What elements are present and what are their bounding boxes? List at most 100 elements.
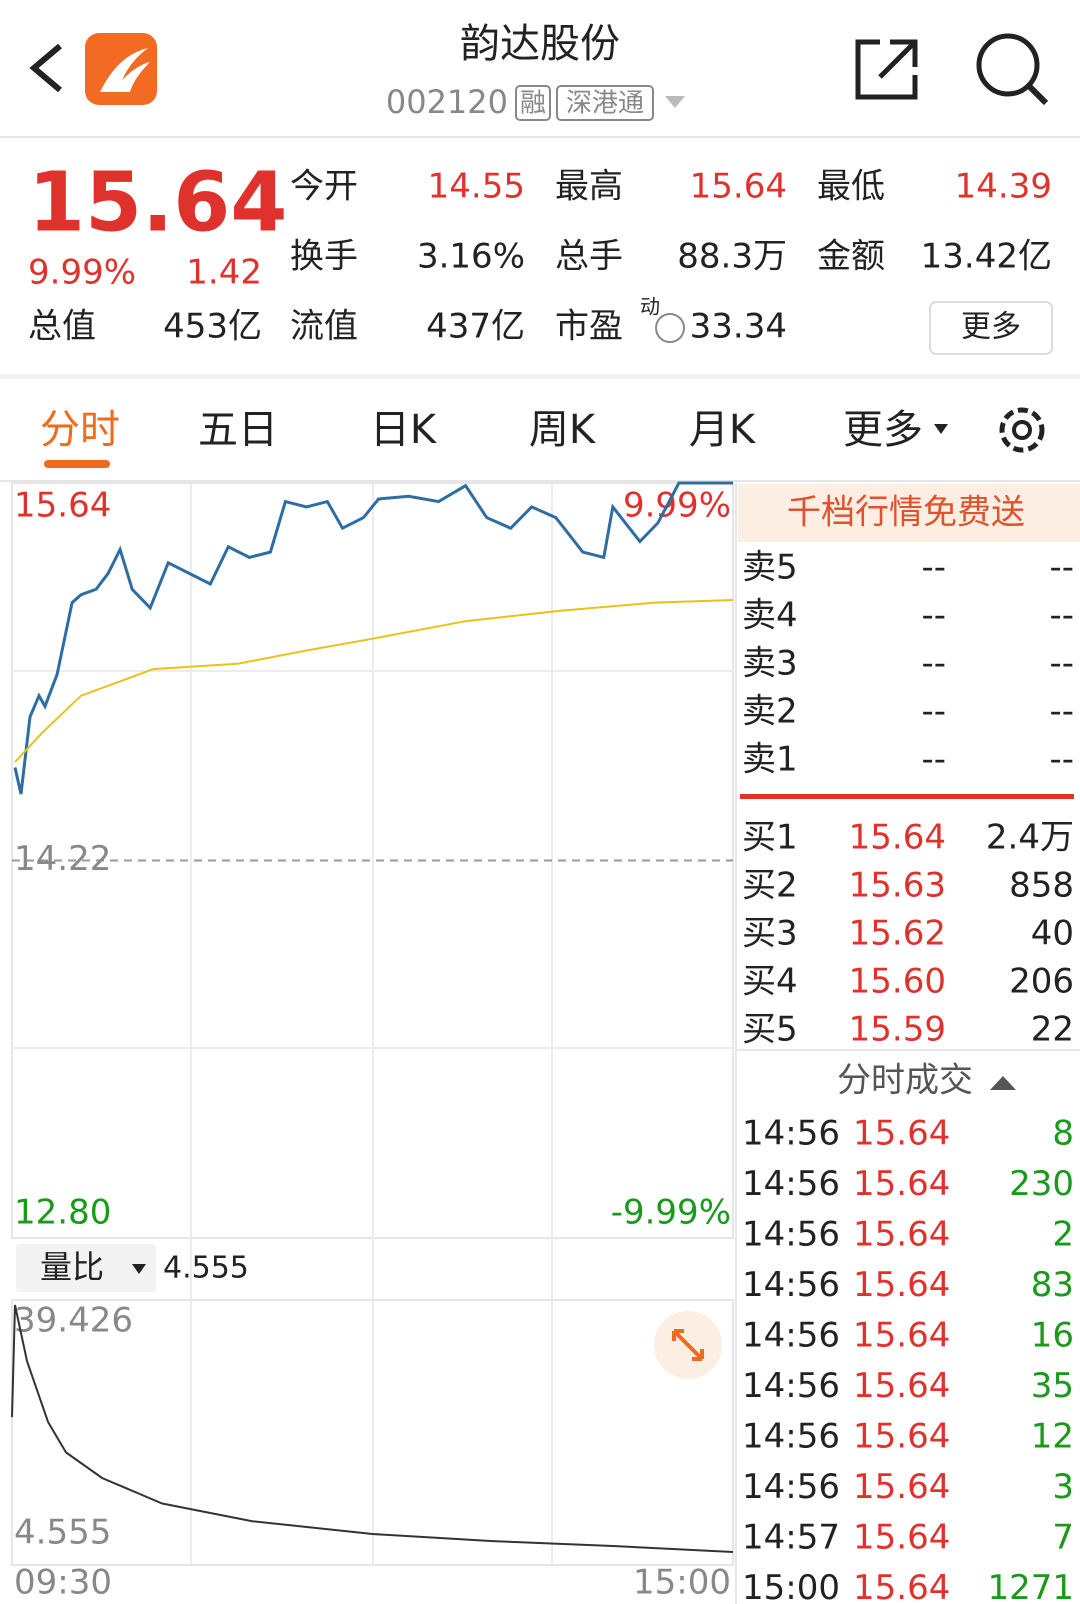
tab[interactable]: 更多	[843, 407, 923, 453]
badge-box	[515, 85, 551, 121]
settings-button[interactable]	[999, 407, 1045, 453]
share-button[interactable]	[855, 39, 918, 100]
series-line	[11, 1304, 734, 1553]
bid-label: 买4	[742, 962, 798, 1002]
bid-volume: 40	[1031, 914, 1074, 954]
x-tick-label: 15:00	[633, 1563, 731, 1603]
field-label: 金额	[817, 237, 885, 277]
trade-time: 14:56	[742, 1316, 840, 1356]
trade-price: 15.64	[853, 1568, 950, 1604]
bid-volume: 2.4万	[986, 818, 1074, 858]
trades-title[interactable]: 分时成交	[837, 1061, 973, 1101]
ask-label: 卖1	[742, 740, 798, 780]
promo-banner[interactable]	[738, 484, 1080, 542]
ask-price: --	[921, 692, 946, 732]
book-split	[740, 794, 1074, 799]
ask-volume: --	[1049, 596, 1074, 636]
tab-arrow	[934, 424, 948, 434]
bid-price: 15.60	[849, 962, 946, 1002]
trade-time: 14:56	[742, 1467, 840, 1507]
bid-price: 15.64	[849, 818, 946, 858]
more-label: 更多	[961, 310, 1021, 345]
ask-price: --	[921, 596, 946, 636]
field-label: 总值	[28, 307, 96, 347]
field-sup: 动	[640, 295, 660, 319]
trade-volume: 12	[1031, 1417, 1074, 1457]
tab[interactable]: 五日	[198, 407, 278, 453]
ask-label: 卖3	[742, 644, 798, 684]
trade-volume: 2	[1052, 1215, 1074, 1255]
trade-price: 15.64	[853, 1417, 950, 1457]
ask-price: --	[921, 644, 946, 684]
field-value: 33.34	[690, 307, 787, 347]
bid-price: 15.63	[849, 866, 946, 906]
trade-time: 14:56	[742, 1265, 840, 1305]
tab[interactable]: 周K	[529, 407, 597, 453]
ask-volume: --	[1049, 740, 1074, 780]
trade-price: 15.64	[853, 1114, 950, 1154]
trade-time: 14:57	[742, 1518, 840, 1558]
y-tick-label: 12.80	[14, 1193, 111, 1233]
trade-price: 15.64	[853, 1164, 950, 1204]
field-label: 市盈	[555, 307, 623, 347]
selector-arrow	[132, 1264, 146, 1274]
y2-tick-label: 9.99%	[623, 486, 731, 526]
trade-volume: 16	[1031, 1316, 1074, 1356]
bid-volume: 206	[1009, 962, 1074, 1002]
y2-tick-label: -9.99%	[611, 1193, 731, 1233]
more-button[interactable]	[929, 301, 1053, 355]
trade-volume: 35	[1031, 1366, 1074, 1406]
ask-label: 卖4	[742, 596, 798, 636]
bid-label: 买2	[742, 866, 798, 906]
back-button[interactable]	[29, 43, 62, 93]
trades-arrow	[990, 1076, 1016, 1090]
x-tick-label: 09:30	[14, 1563, 112, 1603]
bid-price: 15.62	[849, 914, 946, 954]
ratio-selector[interactable]	[16, 1244, 156, 1292]
field-value: 15.64	[690, 167, 787, 207]
search-button[interactable]	[976, 33, 1040, 97]
badge: 深港通	[566, 89, 644, 119]
field-value: 3.16%	[417, 237, 525, 277]
field-label: 今开	[290, 167, 358, 207]
expand-icon	[672, 1329, 704, 1361]
ask-volume: --	[1049, 548, 1074, 588]
trade-price: 15.64	[853, 1265, 950, 1305]
tab[interactable]: 月K	[689, 407, 757, 453]
trade-price: 15.64	[853, 1518, 950, 1558]
trade-volume: 83	[1031, 1265, 1074, 1305]
bid-volume: 858	[1009, 866, 1074, 906]
bid-label: 买5	[742, 1010, 798, 1050]
trade-volume: 230	[1009, 1164, 1074, 1204]
field-value: 14.55	[428, 167, 525, 207]
field-label: 最高	[555, 167, 623, 207]
trade-time: 14:56	[742, 1366, 840, 1406]
tab-underline	[44, 460, 110, 468]
trade-price: 15.64	[853, 1467, 950, 1507]
trade-time: 14:56	[742, 1164, 840, 1204]
trade-price: 15.64	[853, 1316, 950, 1356]
change-pct: 9.99%	[28, 253, 136, 293]
field-label: 最低	[817, 167, 885, 207]
trade-time: 14:56	[742, 1114, 840, 1154]
tab-active[interactable]: 分时	[40, 407, 120, 453]
field-label: 总手	[555, 237, 623, 277]
dropdown-arrow[interactable]	[665, 96, 685, 108]
tab[interactable]: 日K	[370, 407, 438, 453]
badge-box	[556, 85, 654, 121]
ask-price: --	[921, 548, 946, 588]
ask-label: 卖2	[742, 692, 798, 732]
trade-time: 14:56	[742, 1215, 840, 1255]
divider	[0, 374, 1080, 379]
trade-volume: 3	[1052, 1467, 1074, 1507]
ratio-current: 4.555	[163, 1251, 249, 1286]
ratio-tick-label: 39.426	[14, 1301, 133, 1341]
trade-volume: 8	[1052, 1114, 1074, 1154]
info-icon[interactable]	[655, 313, 685, 343]
field-value: 13.42亿	[921, 237, 1052, 277]
settings-core	[1012, 420, 1032, 440]
trade-price: 15.64	[853, 1215, 950, 1255]
field-label: 换手	[290, 237, 358, 277]
promo-text: 千档行情免费送	[787, 493, 1025, 533]
bid-volume: 22	[1031, 1010, 1074, 1050]
